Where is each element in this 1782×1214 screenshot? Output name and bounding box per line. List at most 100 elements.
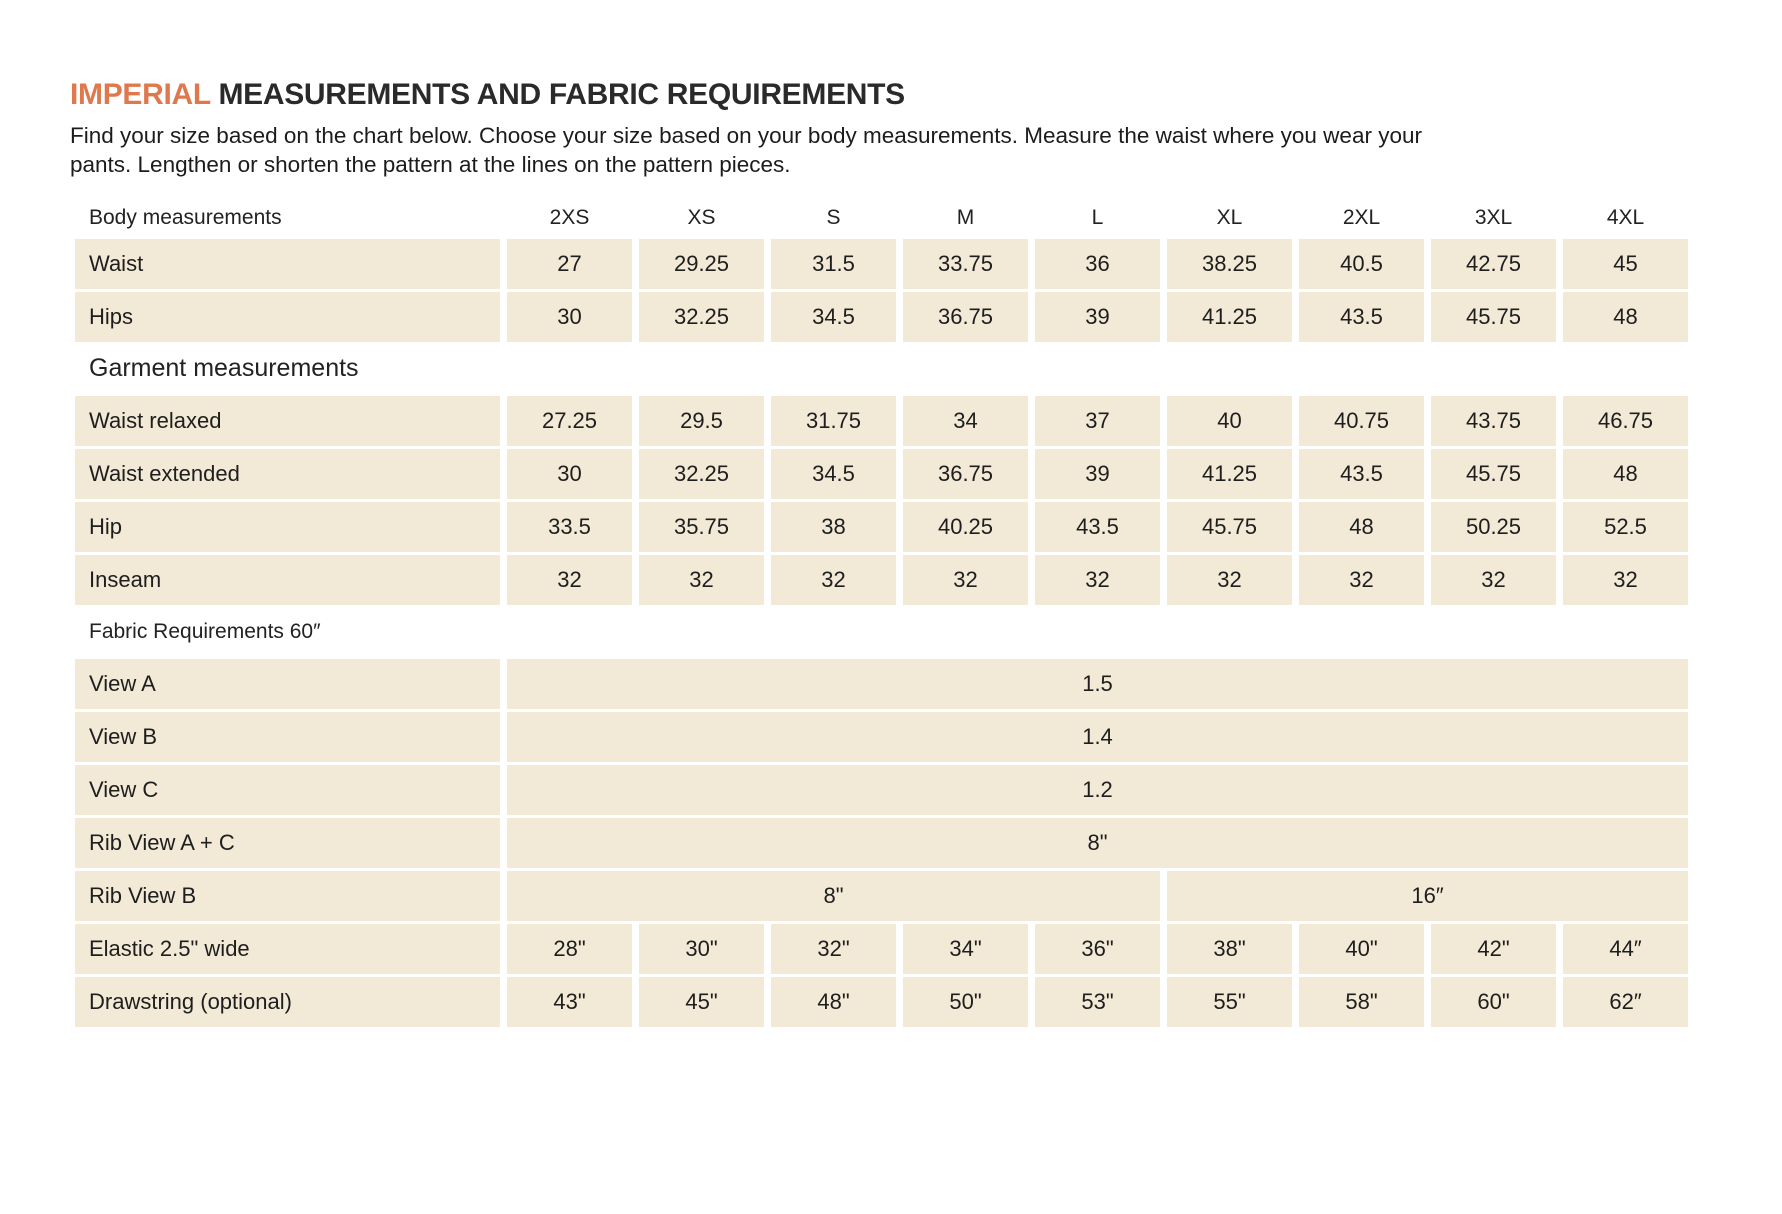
- cell-value: 29.5: [639, 395, 764, 446]
- cell-value: 34.5: [771, 291, 896, 342]
- size-column-header: XL: [1216, 205, 1243, 229]
- merged-cell-value: 8": [507, 817, 1688, 868]
- row-label: Waist: [75, 238, 500, 289]
- cell-value: 43": [507, 976, 632, 1027]
- size-column-header: L: [1091, 205, 1104, 229]
- cell-value: 27.25: [507, 395, 632, 446]
- cell-value: 48: [1563, 448, 1688, 499]
- intro-line-1: Find your size based on the chart below.…: [70, 123, 1422, 148]
- cell-value: 43.5: [1035, 501, 1160, 552]
- table-header-label: Body measurements: [89, 205, 282, 229]
- intro-paragraph: Find your size based on the chart below.…: [70, 121, 1782, 180]
- cell-value: 32.25: [639, 448, 764, 499]
- cell-value: 31.75: [771, 395, 896, 446]
- row-label: Waist extended: [75, 448, 500, 499]
- cell-value: 30: [507, 448, 632, 499]
- cell-value: 38: [771, 501, 896, 552]
- cell-value: 62″: [1563, 976, 1688, 1027]
- row-label: Elastic 2.5" wide: [75, 923, 500, 974]
- cell-value: 36.75: [903, 448, 1028, 499]
- cell-value: 38.25: [1167, 238, 1292, 289]
- cell-value: 31.5: [771, 238, 896, 289]
- cell-value: 45: [1563, 238, 1688, 289]
- row-label: Hips: [75, 291, 500, 342]
- cell-value: 50": [903, 976, 1028, 1027]
- cell-value: 40.25: [903, 501, 1028, 552]
- cell-value: 46.75: [1563, 395, 1688, 446]
- size-column-header: M: [956, 205, 975, 229]
- section-title: Fabric Requirements 60″: [89, 619, 321, 643]
- size-column-header: 4XL: [1606, 205, 1645, 229]
- size-column-header: 2XL: [1342, 205, 1381, 229]
- cell-value: 28": [507, 923, 632, 974]
- cell-value: 48: [1299, 501, 1424, 552]
- cell-value: 32": [771, 923, 896, 974]
- cell-value: 32: [1431, 554, 1556, 605]
- page-title-rest: MEASUREMENTS AND FABRIC REQUIREMENTS: [210, 78, 905, 111]
- cell-value: 60": [1431, 976, 1556, 1027]
- cell-value: 40.5: [1299, 238, 1424, 289]
- cell-value: 50.25: [1431, 501, 1556, 552]
- cell-value: 40": [1299, 923, 1424, 974]
- cell-value: 52.5: [1563, 501, 1688, 552]
- cell-value: 53": [1035, 976, 1160, 1027]
- cell-value: 43.5: [1299, 291, 1424, 342]
- cell-value: 32: [639, 554, 764, 605]
- cell-value: 44″: [1563, 923, 1688, 974]
- cell-value: 30": [639, 923, 764, 974]
- cell-value: 48": [771, 976, 896, 1027]
- merged-cell-value: 1.4: [507, 711, 1688, 762]
- cell-value: 27: [507, 238, 632, 289]
- row-label: Drawstring (optional): [75, 976, 500, 1027]
- page-title: IMPERIAL MEASUREMENTS AND FABRIC REQUIRE…: [70, 78, 1782, 111]
- cell-value: 48: [1563, 291, 1688, 342]
- cell-value: 45.75: [1431, 291, 1556, 342]
- cell-value: 43.75: [1431, 395, 1556, 446]
- merged-cell-value: 1.5: [507, 658, 1688, 709]
- page-title-highlight: IMPERIAL: [70, 78, 211, 111]
- cell-value: 39: [1035, 291, 1160, 342]
- row-label: Rib View B: [75, 870, 500, 921]
- section-title: Garment measurements: [89, 354, 359, 382]
- cell-value: 45.75: [1167, 501, 1292, 552]
- cell-value: 42": [1431, 923, 1556, 974]
- cell-value: 32: [1299, 554, 1424, 605]
- row-label: Rib View A + C: [75, 817, 500, 868]
- size-table: Body measurements 2XS XS S M L XL 2XL 3XL 4XL Wais…: [75, 200, 1695, 1027]
- cell-value: 45.75: [1431, 448, 1556, 499]
- cell-value: 36.75: [903, 291, 1028, 342]
- cell-value: 55": [1167, 976, 1292, 1027]
- cell-value: 33.75: [903, 238, 1028, 289]
- cell-value: 32: [1035, 554, 1160, 605]
- cell-value: 36": [1035, 923, 1160, 974]
- cell-value: 32: [1563, 554, 1688, 605]
- cell-value: 36: [1035, 238, 1160, 289]
- row-label: Hip: [75, 501, 500, 552]
- intro-line-2: pants. Lengthen or shorten the pattern a…: [70, 152, 791, 178]
- cell-value: 34": [903, 923, 1028, 974]
- cell-value: 41.25: [1167, 291, 1292, 342]
- cell-value: 40.75: [1299, 395, 1424, 446]
- size-column-header: 2XS: [549, 205, 590, 229]
- row-label: Waist relaxed: [75, 395, 500, 446]
- cell-value: 34.5: [771, 448, 896, 499]
- size-column-header: 3XL: [1474, 205, 1513, 229]
- cell-value: 32.25: [639, 291, 764, 342]
- row-label: View B: [75, 711, 500, 762]
- measurement-sheet: IMPERIAL MEASUREMENTS AND FABRIC REQUIRE…: [70, 78, 1782, 1027]
- cell-value: 43.5: [1299, 448, 1424, 499]
- cell-value: 32: [903, 554, 1028, 605]
- row-label: View A: [75, 658, 500, 709]
- cell-value: 34: [903, 395, 1028, 446]
- size-column-header: XS: [687, 205, 716, 229]
- cell-value: 32: [771, 554, 896, 605]
- split-cell-value: 8": [507, 870, 1160, 921]
- merged-cell-value: 1.2: [507, 764, 1688, 815]
- cell-value: 41.25: [1167, 448, 1292, 499]
- cell-value: 40: [1167, 395, 1292, 446]
- row-label: View C: [75, 764, 500, 815]
- size-column-header: S: [826, 205, 841, 229]
- cell-value: 35.75: [639, 501, 764, 552]
- cell-value: 45": [639, 976, 764, 1027]
- cell-value: 32: [1167, 554, 1292, 605]
